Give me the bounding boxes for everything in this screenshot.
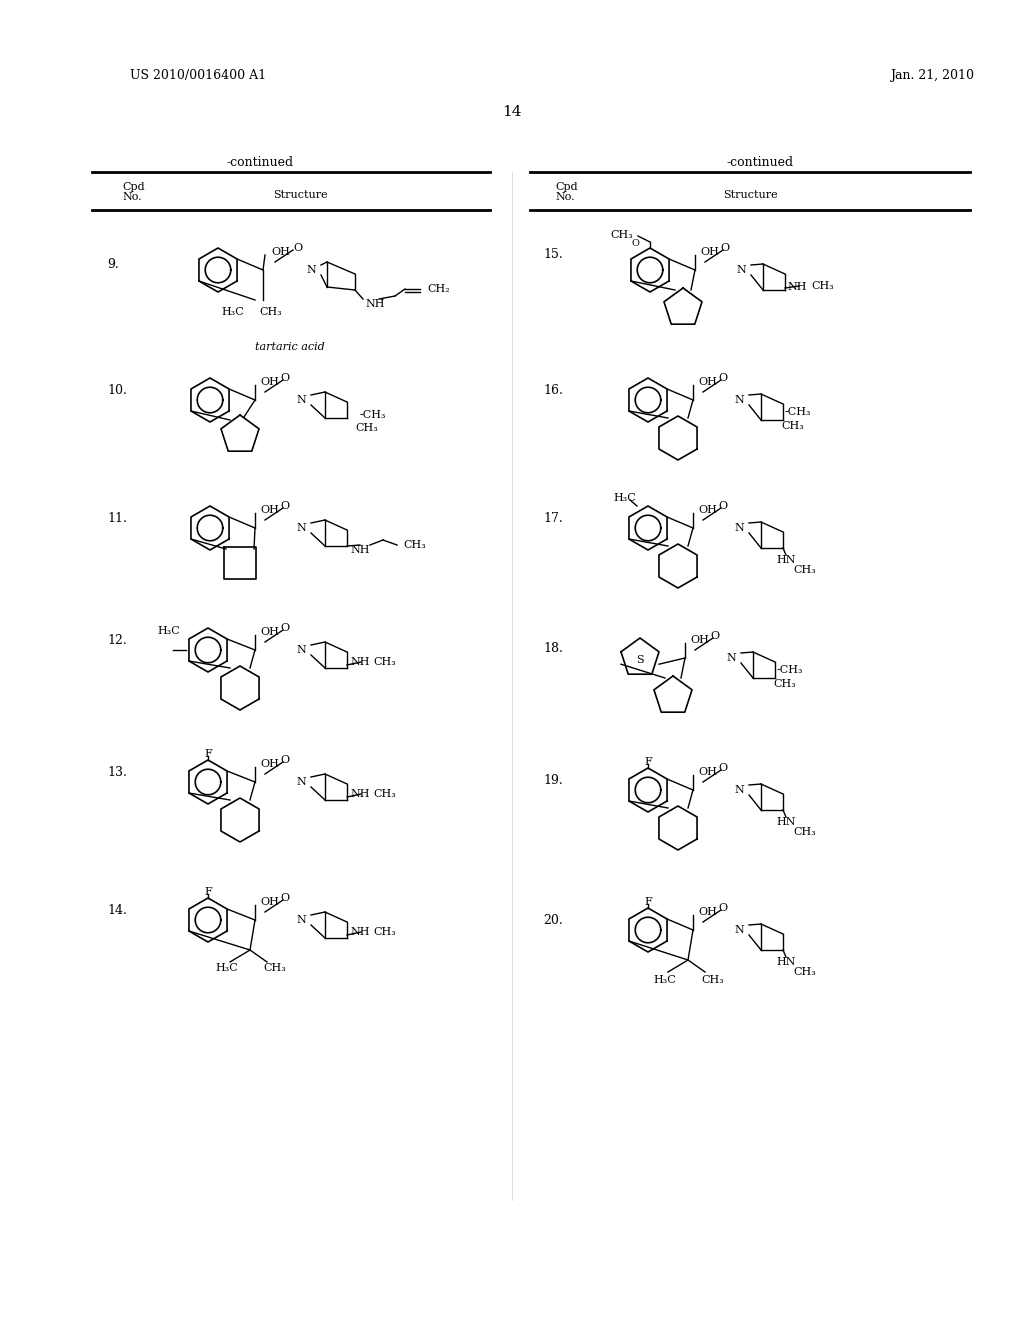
Text: O: O <box>281 623 290 634</box>
Text: N: N <box>734 395 743 405</box>
Text: CH₃: CH₃ <box>355 422 378 433</box>
Text: H₃C: H₃C <box>158 626 180 636</box>
Text: N: N <box>296 915 306 925</box>
Text: 16.: 16. <box>543 384 563 396</box>
Text: 10.: 10. <box>106 384 127 396</box>
Text: -continued: -continued <box>226 156 294 169</box>
Text: H₃C: H₃C <box>215 964 238 973</box>
Text: N: N <box>296 523 306 533</box>
Text: N: N <box>296 395 306 405</box>
Text: S: S <box>636 655 644 665</box>
Text: NH: NH <box>350 789 370 799</box>
Text: NH: NH <box>350 545 370 554</box>
Text: CH₃: CH₃ <box>793 968 816 977</box>
Text: O: O <box>281 755 290 766</box>
Text: -CH₃: -CH₃ <box>360 411 386 420</box>
Text: O: O <box>711 631 720 642</box>
Text: CH₃: CH₃ <box>260 308 283 317</box>
Text: F: F <box>204 748 212 759</box>
Text: OH: OH <box>260 759 279 770</box>
Text: H₃C: H₃C <box>221 308 245 317</box>
Text: -CH₃: -CH₃ <box>785 407 811 417</box>
Text: 14: 14 <box>502 106 522 119</box>
Text: 19.: 19. <box>543 774 563 787</box>
Text: CH₃: CH₃ <box>781 421 804 432</box>
Text: O: O <box>719 374 728 383</box>
Text: F: F <box>644 756 652 767</box>
Text: US 2010/0016400 A1: US 2010/0016400 A1 <box>130 69 266 82</box>
Text: N: N <box>734 925 743 935</box>
Text: CH₃: CH₃ <box>773 678 796 689</box>
Text: 11.: 11. <box>106 511 127 524</box>
Text: No.: No. <box>122 191 141 202</box>
Text: tartaric acid: tartaric acid <box>255 342 325 352</box>
Text: Structure: Structure <box>723 190 777 201</box>
Text: HN: HN <box>776 554 796 565</box>
Text: N: N <box>734 523 743 533</box>
Text: CH₃: CH₃ <box>701 975 724 985</box>
Text: Jan. 21, 2010: Jan. 21, 2010 <box>890 69 974 82</box>
Text: N: N <box>296 645 306 655</box>
Text: OH: OH <box>260 378 279 387</box>
Text: CH₃: CH₃ <box>811 281 834 290</box>
Text: OH: OH <box>698 378 717 387</box>
Text: O: O <box>719 502 728 511</box>
Text: 15.: 15. <box>543 248 563 261</box>
Text: OH: OH <box>690 635 709 645</box>
Text: Cpd: Cpd <box>122 182 144 191</box>
Text: 14.: 14. <box>106 903 127 916</box>
Text: OH: OH <box>698 767 717 777</box>
Text: CH₃: CH₃ <box>373 927 395 937</box>
Text: 12.: 12. <box>106 634 127 647</box>
Text: OH: OH <box>260 898 279 907</box>
Text: N: N <box>734 785 743 795</box>
Text: 13.: 13. <box>106 766 127 779</box>
Text: OH: OH <box>698 907 717 917</box>
Text: O: O <box>281 374 290 383</box>
Text: HN: HN <box>776 957 796 968</box>
Text: No.: No. <box>555 191 574 202</box>
Text: 18.: 18. <box>543 642 563 655</box>
Text: 17.: 17. <box>543 511 563 524</box>
Text: NH: NH <box>350 927 370 937</box>
Text: CH₂: CH₂ <box>427 284 450 294</box>
Text: N: N <box>736 265 745 275</box>
Text: Cpd: Cpd <box>555 182 578 191</box>
Text: OH: OH <box>260 627 279 638</box>
Text: -continued: -continued <box>726 156 794 169</box>
Text: O: O <box>719 903 728 913</box>
Text: 9.: 9. <box>106 259 119 272</box>
Text: F: F <box>644 898 652 907</box>
Text: Structure: Structure <box>272 190 328 201</box>
Text: NH: NH <box>787 282 807 292</box>
Text: H₃C: H₃C <box>613 492 636 503</box>
Text: H₃C: H₃C <box>653 975 676 985</box>
Text: CH₃: CH₃ <box>373 657 395 667</box>
Text: CH₃: CH₃ <box>610 230 634 240</box>
Text: OH: OH <box>271 247 290 257</box>
Text: O: O <box>294 243 302 253</box>
Text: NH: NH <box>365 300 384 309</box>
Text: CH₃: CH₃ <box>373 789 395 799</box>
Text: CH₃: CH₃ <box>403 540 426 550</box>
Text: O: O <box>721 243 729 253</box>
Text: N: N <box>296 777 306 787</box>
Text: O: O <box>631 239 639 248</box>
Text: N: N <box>726 653 736 663</box>
Text: O: O <box>719 763 728 774</box>
Text: CH₃: CH₃ <box>263 964 286 973</box>
Text: HN: HN <box>776 817 796 828</box>
Text: OH: OH <box>260 506 279 515</box>
Text: N: N <box>306 265 315 275</box>
Text: OH: OH <box>698 506 717 515</box>
Text: -CH₃: -CH₃ <box>777 665 804 675</box>
Text: CH₃: CH₃ <box>793 565 816 576</box>
Text: CH₃: CH₃ <box>793 828 816 837</box>
Text: F: F <box>204 887 212 898</box>
Text: 20.: 20. <box>543 913 563 927</box>
Text: NH: NH <box>350 657 370 667</box>
Text: O: O <box>281 502 290 511</box>
Text: OH: OH <box>700 247 719 257</box>
Text: O: O <box>281 894 290 903</box>
